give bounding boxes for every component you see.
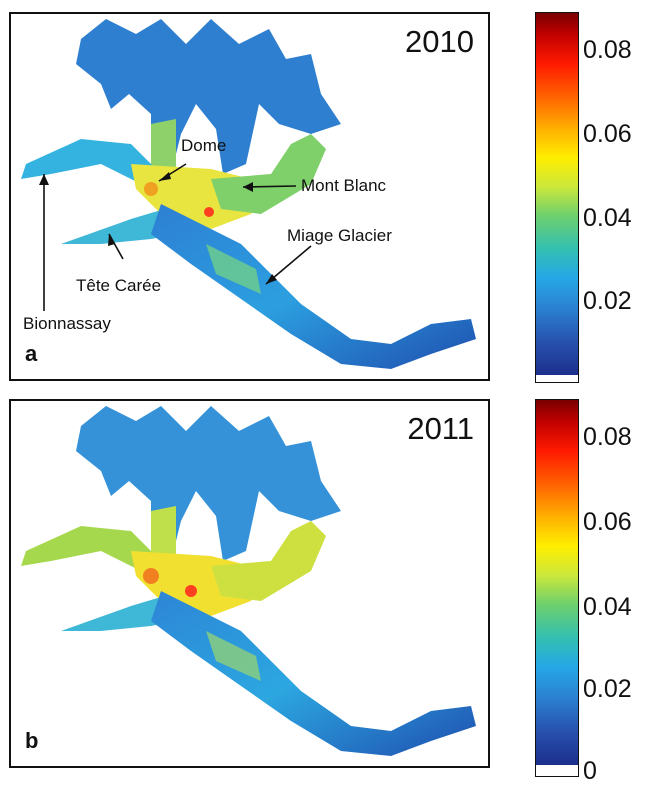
dome-label: Dome xyxy=(181,136,227,155)
colorbar-tick-label: 0.02 xyxy=(583,675,632,703)
map-panel-2011: 2011 b xyxy=(9,399,490,768)
map-panel-2010: 2010 a Dome Mont Blanc Miage Glacier Têt… xyxy=(9,12,490,381)
colorbar-tick-label: 0.02 xyxy=(583,287,632,315)
colorbar-tick-label: 0 xyxy=(583,757,597,785)
colorbar-2011 xyxy=(535,399,579,777)
glacier-map-2011 xyxy=(21,406,476,756)
tete-caree-label: Tête Carée xyxy=(76,276,162,295)
miage-glacier-tongue xyxy=(151,591,476,756)
colorbar-tick-label: 0.04 xyxy=(583,204,632,232)
miage-green-patch xyxy=(206,631,261,681)
mont-blanc-arm xyxy=(211,521,326,601)
arrow-heads xyxy=(39,172,277,284)
colorbar-2010 xyxy=(535,12,579,383)
mont-blanc-arm xyxy=(211,134,326,214)
bionnassay-label: Bionnassay xyxy=(23,314,111,333)
year-label: 2011 xyxy=(407,411,474,446)
colorbar-tick-label: 0.08 xyxy=(583,423,632,451)
colorbar-gradient xyxy=(536,400,578,765)
colorbar-tick-label: 0.06 xyxy=(583,508,632,536)
miage-green-patch xyxy=(206,244,261,294)
miage-glacier-tongue xyxy=(151,204,476,369)
panel-letter: a xyxy=(25,341,38,366)
colorbar-tick-label: 0.04 xyxy=(583,593,632,621)
bionnassay-arm xyxy=(21,526,161,576)
panel-letter: b xyxy=(25,728,39,753)
upper-basin xyxy=(76,19,341,174)
colorbar-gradient xyxy=(536,13,578,375)
mont-blanc-label: Mont Blanc xyxy=(301,176,387,195)
colorbar-tick-label: 0.06 xyxy=(583,120,632,148)
year-label: 2010 xyxy=(405,24,474,59)
colorbar-tick-label: 0.08 xyxy=(583,36,632,64)
upper-basin xyxy=(76,406,341,561)
miage-glacier-label: Miage Glacier xyxy=(287,226,392,245)
bionnassay-arm xyxy=(21,139,161,189)
glacier-map-2010 xyxy=(21,19,476,369)
